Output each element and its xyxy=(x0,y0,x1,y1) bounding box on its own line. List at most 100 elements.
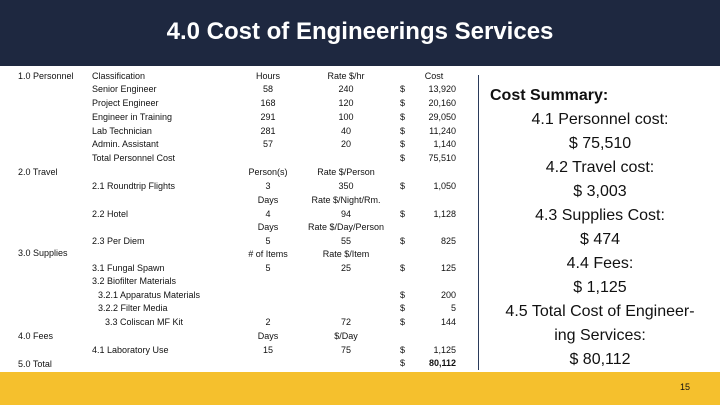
rate-header: Rate $/Item xyxy=(322,249,370,259)
section-fees: 4.0 Fees xyxy=(18,331,54,341)
summary-supplies-value: $ 474 xyxy=(579,231,621,248)
table-row-rate: 240 xyxy=(338,84,354,94)
summary-total-value: $ 80,112 xyxy=(569,351,631,368)
rate-header: $/Day xyxy=(334,331,358,341)
table-row-classification: Admin. Assistant xyxy=(92,139,159,149)
summary-total-label: 4.5 Total Cost of Engineer- xyxy=(505,303,695,320)
column-divider xyxy=(478,75,479,370)
title-bar xyxy=(0,0,720,66)
line-item-label: 3.2 Biofilter Materials xyxy=(92,276,177,286)
table-row-classification: Lab Technician xyxy=(92,126,152,136)
rate-value: 75 xyxy=(340,345,351,355)
dollar-sign: $ xyxy=(400,317,406,327)
unit-header: Days xyxy=(257,331,279,341)
header-cost: Cost xyxy=(424,71,444,81)
line-item-label: 3.1 Fungal Spawn xyxy=(92,263,165,273)
line-item-cost: 1,050 xyxy=(433,181,456,191)
unit-value: 5 xyxy=(265,263,271,273)
table-row-classification: Engineer in Training xyxy=(92,112,173,122)
rate-header: Rate $/Person xyxy=(317,167,375,177)
rate-value: 55 xyxy=(340,236,351,246)
table-row-classification: Total Personnel Cost xyxy=(92,153,176,163)
table-row-hours: 291 xyxy=(260,112,276,122)
dollar-sign: $ xyxy=(400,112,406,122)
table-row-rate: 100 xyxy=(338,112,354,122)
unit-value: 15 xyxy=(262,345,273,355)
summary-heading: Cost Summary: xyxy=(490,87,609,104)
section-travel: 2.0 Travel xyxy=(18,167,58,177)
page-title: 4.0 Cost of Engineerings Services xyxy=(166,18,554,45)
line-item-cost: 1,128 xyxy=(433,209,456,219)
line-item-label: 3.2.1 Apparatus Materials xyxy=(98,290,201,300)
rate-header: Rate $/Day/Person xyxy=(307,222,385,232)
unit-value: 3 xyxy=(265,181,271,191)
table-row-rate: 40 xyxy=(340,126,351,136)
line-item-cost: 125 xyxy=(440,263,456,273)
section-total: 5.0 Total xyxy=(18,359,52,369)
header-hours: Hours xyxy=(255,71,280,81)
cost-summary: Cost Summary: 4.1 Personnel cost: $ 75,5… xyxy=(486,84,714,372)
table-row-cost: 29,050 xyxy=(428,112,456,122)
dollar-sign: $ xyxy=(400,153,406,163)
dollar-sign: $ xyxy=(400,84,406,94)
dollar-sign: $ xyxy=(400,290,406,300)
line-item-label: 2.1 Roundtrip Flights xyxy=(92,181,176,191)
unit-header: Days xyxy=(257,195,279,205)
table-row-cost: 20,160 xyxy=(428,98,456,108)
line-item-cost: 200 xyxy=(440,290,456,300)
unit-header: Person(s) xyxy=(248,167,288,177)
unit-value: 4 xyxy=(265,209,271,219)
header-rate: Rate $/hr xyxy=(327,71,365,81)
line-item-label: 2.2 Hotel xyxy=(92,209,129,219)
table-row-hours: 168 xyxy=(260,98,276,108)
table-row-classification: Project Engineer xyxy=(92,98,159,108)
table-row-rate: 120 xyxy=(338,98,354,108)
dollar-sign: $ xyxy=(400,98,406,108)
table-row-hours: 281 xyxy=(260,126,276,136)
line-item-cost: 1,125 xyxy=(433,345,456,355)
summary-fees-label: 4.4 Fees: xyxy=(566,255,634,272)
summary-total-label-cont: ing Services: xyxy=(554,327,646,344)
line-item-label: 3.3 Coliscan MF Kit xyxy=(105,317,184,327)
table-row-cost: 1,140 xyxy=(433,139,456,149)
page-number: 15 xyxy=(680,382,691,392)
summary-travel-value: $ 3,003 xyxy=(573,183,627,200)
dollar-sign: $ xyxy=(400,126,406,136)
footer-bar xyxy=(0,372,720,405)
rate-value: 350 xyxy=(338,181,354,191)
line-item-cost: 825 xyxy=(440,236,456,246)
unit-value: 2 xyxy=(265,317,271,327)
table-row-cost: 13,920 xyxy=(428,84,456,94)
summary-personnel-label: 4.1 Personnel cost: xyxy=(531,111,669,128)
unit-header: Days xyxy=(257,222,279,232)
dollar-sign: $ xyxy=(400,358,406,368)
summary-supplies-label: 4.3 Supplies Cost: xyxy=(535,207,665,224)
table-row-hours: 58 xyxy=(262,84,273,94)
line-item-cost: 144 xyxy=(440,317,456,327)
unit-header: # of Items xyxy=(248,249,288,259)
header-classification: Classification xyxy=(92,71,146,81)
line-item-cost: 5 xyxy=(450,303,456,313)
section-personnel: 1.0 Personnel xyxy=(18,71,74,81)
rate-value: 72 xyxy=(340,317,351,327)
table-row-classification: Senior Engineer xyxy=(92,84,157,94)
section-supplies: 3.0 Supplies xyxy=(18,248,68,258)
dollar-sign: $ xyxy=(400,263,406,273)
table-row-hours: 57 xyxy=(262,139,273,149)
dollar-sign: $ xyxy=(400,139,406,149)
dollar-sign: $ xyxy=(400,209,406,219)
summary-travel-label: 4.2 Travel cost: xyxy=(545,159,655,176)
line-item-label: 2.3 Per Diem xyxy=(92,236,145,246)
line-item-label: 4.1 Laboratory Use xyxy=(92,345,169,355)
table-row-cost: 75,510 xyxy=(428,153,456,163)
grand-total-cost: 80,112 xyxy=(428,358,456,368)
dollar-sign: $ xyxy=(400,236,406,246)
line-item-label: 3.2.2 Filter Media xyxy=(98,303,168,313)
summary-personnel-value: $ 75,510 xyxy=(568,135,632,152)
rate-value: 25 xyxy=(340,263,351,273)
rate-value: 94 xyxy=(340,209,351,219)
dollar-sign: $ xyxy=(400,345,406,355)
rate-header: Rate $/Night/Rm. xyxy=(311,195,381,205)
summary-fees-value: $ 1,125 xyxy=(573,279,627,296)
table-row-cost: 11,240 xyxy=(429,126,456,136)
